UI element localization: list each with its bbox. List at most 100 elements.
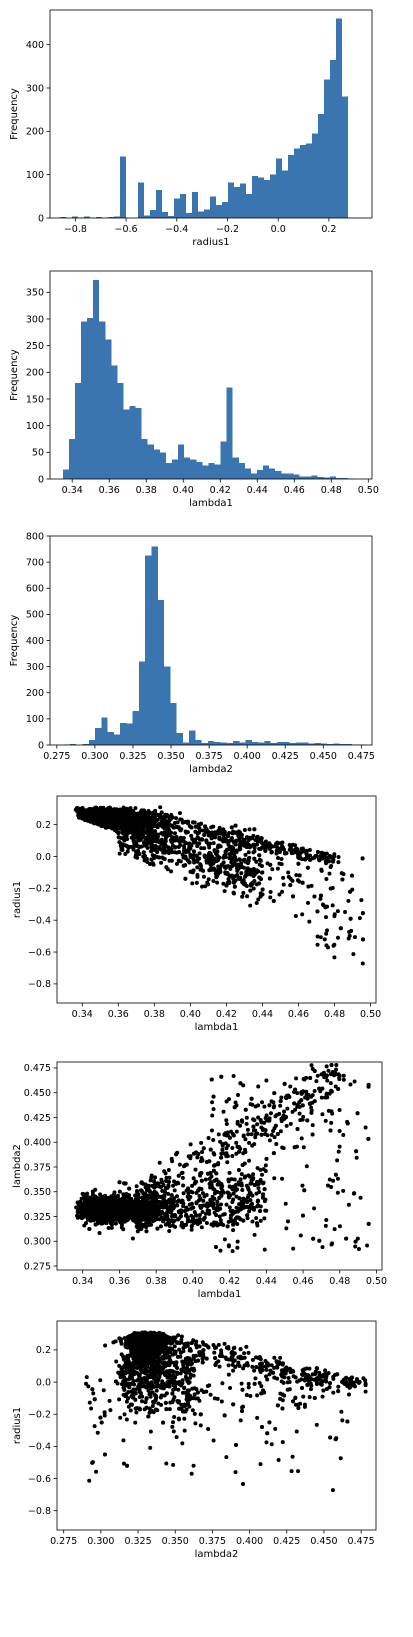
scatter-point: [307, 919, 312, 924]
scatter-point: [133, 806, 138, 811]
histogram-bar: [317, 476, 324, 479]
scatter-point: [163, 836, 168, 841]
scatter-point: [177, 850, 182, 855]
scatter-point: [254, 859, 259, 864]
scatter-points: [74, 1062, 371, 1254]
y-tick-label: 0: [38, 213, 44, 224]
scatter-point: [298, 1233, 303, 1238]
y-axis-label: Frequency: [9, 349, 20, 401]
scatter-point: [212, 848, 217, 853]
scatter-point: [243, 873, 248, 878]
histogram-bar: [159, 452, 166, 479]
scatter-point: [161, 856, 166, 861]
histogram-bar: [96, 217, 103, 218]
y-tick-label: 800: [26, 531, 44, 542]
scatter-point: [291, 1246, 296, 1251]
scatter-point: [97, 1230, 102, 1235]
scatter-point: [338, 926, 343, 931]
x-tick-label: 0.0: [271, 224, 286, 235]
histogram-bar: [164, 666, 171, 745]
scatter-point: [220, 1147, 225, 1152]
scatter-point: [335, 909, 340, 914]
x-tick-label: 0.375: [195, 751, 222, 762]
plot-frame: [56, 795, 377, 1004]
scatter-point: [352, 935, 357, 940]
y-tick-label: −0.6: [28, 947, 51, 958]
scatter-point: [161, 840, 166, 845]
scatter-point: [320, 1112, 325, 1117]
scatter-point: [166, 830, 171, 835]
scatter-point: [259, 863, 264, 868]
scatter-point: [174, 816, 179, 821]
scatter-point: [282, 851, 287, 856]
scatter-point: [252, 869, 257, 874]
scatter-point: [188, 1142, 193, 1147]
scatter-point: [74, 806, 79, 811]
scatter-point: [126, 825, 131, 830]
scatter-point: [210, 1100, 215, 1105]
scatter-point: [233, 855, 238, 860]
y-tick-label: −0.8: [28, 979, 51, 990]
scatter-point: [360, 961, 365, 966]
scatter-point: [160, 824, 165, 829]
scatter-point: [149, 849, 154, 854]
y-tick-label: 0: [38, 474, 44, 485]
histogram-bar: [165, 463, 173, 479]
scatter-point: [123, 820, 128, 825]
histogram-radius1: −0.8 −0.6 −0.4 −0.2 0.0 0.20100200300400radiu…: [9, 9, 373, 248]
scatter-point: [252, 845, 257, 850]
scatter-point: [174, 824, 179, 829]
scatter-point: [340, 877, 345, 882]
scatter-point: [109, 814, 114, 819]
histogram-bar: [216, 205, 223, 218]
histogram-bar: [311, 475, 318, 479]
scatter-point: [270, 867, 275, 872]
scatter-point: [221, 881, 226, 886]
scatter-point: [160, 1180, 165, 1185]
scatter-point: [193, 824, 198, 829]
scatter-point: [270, 844, 275, 849]
scatter-point: [335, 1158, 340, 1163]
histogram-bar: [258, 742, 265, 745]
histogram-bar: [210, 196, 217, 218]
scatter-point: [210, 1113, 215, 1118]
scatter-point: [247, 855, 252, 860]
scatter-point: [229, 855, 234, 860]
x-tick-label: 0.50: [358, 485, 379, 496]
scatter-point: [117, 821, 122, 826]
scatter-point: [319, 1095, 324, 1100]
scatter-point: [228, 865, 233, 870]
x-tick-label: 0.38: [136, 485, 157, 496]
scatter-point: [206, 877, 211, 882]
scatter-point: [148, 862, 153, 867]
scatter-point: [172, 1188, 177, 1193]
histogram-bar: [107, 731, 114, 745]
histogram-bar: [283, 741, 290, 745]
scatter-point: [99, 821, 104, 826]
scatter-point: [197, 851, 202, 856]
x-tick-label: −0.4: [165, 224, 188, 235]
histogram-bar: [263, 465, 270, 479]
scatter-point: [348, 1082, 353, 1087]
scatter-point: [242, 857, 247, 862]
scatter-point: [227, 852, 232, 857]
histogram-bar: [300, 145, 307, 218]
scatter-point: [275, 866, 280, 871]
scatter-point: [101, 809, 106, 814]
scatter-point: [199, 846, 204, 851]
scatter-point: [349, 873, 354, 878]
histogram-bar: [233, 741, 240, 745]
scatter-point: [281, 882, 286, 887]
y-axis-label: radius1: [12, 881, 23, 918]
scatter-point: [254, 1191, 259, 1196]
scatter-point: [222, 853, 227, 858]
histogram-bar: [226, 387, 233, 479]
scatter-point: [212, 867, 217, 872]
scatter-point: [309, 1094, 314, 1099]
scatter-point: [252, 1118, 257, 1123]
scatter-point: [324, 861, 329, 866]
y-axis-label: Frequency: [9, 88, 20, 140]
histogram-bar: [312, 133, 319, 218]
scatter-point: [112, 1190, 117, 1195]
histogram-bar: [244, 468, 251, 479]
